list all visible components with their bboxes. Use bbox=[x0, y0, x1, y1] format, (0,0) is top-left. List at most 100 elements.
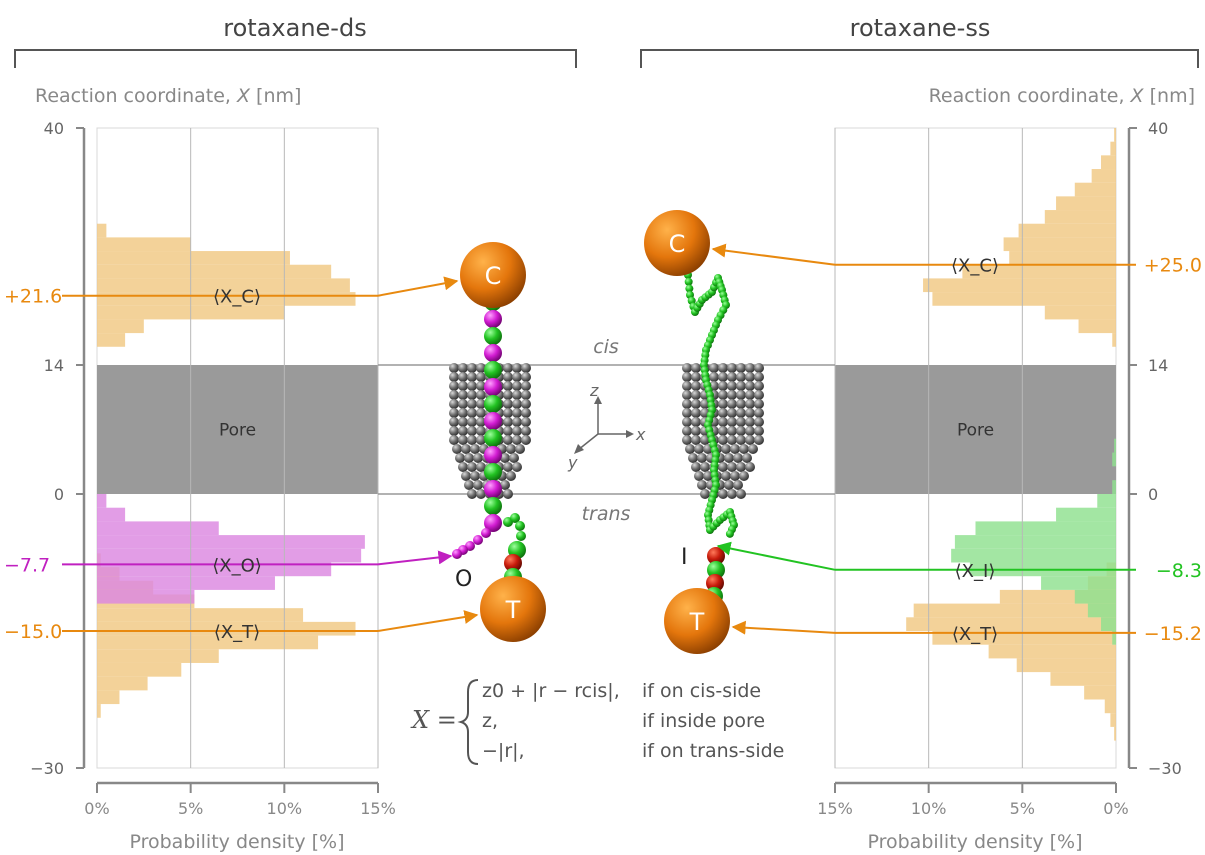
x-tick-label: 10% bbox=[911, 799, 947, 818]
x-tick-label: 15% bbox=[817, 799, 853, 818]
molecule-rotaxane-ss: CT bbox=[644, 210, 764, 654]
equation-brace bbox=[457, 679, 479, 765]
pore-atom bbox=[682, 399, 692, 409]
pore-band bbox=[835, 365, 1116, 494]
pore-atom bbox=[476, 435, 486, 445]
chain-bead-green bbox=[484, 395, 502, 413]
annotation-mean-label: ⟨X_T⟩ bbox=[214, 622, 260, 643]
pore-atom bbox=[718, 363, 728, 373]
chain-bead-green bbox=[684, 277, 693, 286]
y-axis-label-right: Reaction coordinate, X [nm] bbox=[929, 85, 1195, 107]
pore-atom bbox=[476, 426, 486, 436]
pore-atom bbox=[506, 471, 516, 481]
pore-atom bbox=[754, 417, 764, 427]
pore-atom bbox=[473, 453, 483, 463]
pore-atom bbox=[742, 453, 752, 463]
histogram-bar-s1-b0 bbox=[1114, 438, 1116, 453]
y-axis-label-left: Reaction coordinate, X [nm] bbox=[35, 85, 301, 107]
tail-bead-green bbox=[515, 521, 525, 531]
pore-atom bbox=[512, 372, 522, 382]
pore-atom bbox=[736, 462, 746, 472]
bead-label-i: I bbox=[681, 545, 688, 570]
pore-atom bbox=[745, 399, 755, 409]
pore-atom bbox=[745, 462, 755, 472]
pore-atom bbox=[458, 399, 468, 409]
equation-row-3-cond: if on trans-side bbox=[642, 740, 784, 762]
pore-atom bbox=[736, 363, 746, 373]
histogram-bar-s0-b7 bbox=[1018, 223, 1116, 238]
histogram-bar-s0-b11 bbox=[923, 278, 1116, 293]
tail-bead-magenta bbox=[452, 549, 462, 559]
chain-bead-magenta bbox=[484, 344, 502, 362]
pore-atom bbox=[691, 381, 701, 391]
y-tick-label: 40 bbox=[1148, 119, 1168, 138]
pore-atom bbox=[718, 462, 728, 472]
nanopore-structure bbox=[682, 363, 764, 499]
pore-atom bbox=[512, 390, 522, 400]
pore-atom bbox=[512, 462, 522, 472]
histogram-bar-s1-b0 bbox=[97, 494, 107, 508]
pore-atom bbox=[736, 399, 746, 409]
pore-atom bbox=[691, 417, 701, 427]
pore-atom bbox=[754, 399, 764, 409]
histogram-bar-s0-b6 bbox=[97, 223, 107, 238]
histogram-bar-s1-b7 bbox=[951, 548, 1116, 563]
pore-atom bbox=[682, 417, 692, 427]
pore-atom bbox=[688, 453, 698, 463]
pore-atom bbox=[449, 435, 459, 445]
pore-atom bbox=[512, 435, 522, 445]
annotation-t: ⟨X_T⟩ −15.0 bbox=[4, 610, 479, 643]
pore-atom bbox=[503, 417, 513, 427]
pore-atom bbox=[691, 408, 701, 418]
histogram-bar-s0-b26 bbox=[1104, 699, 1116, 714]
pore-atom bbox=[458, 417, 468, 427]
pore-atom bbox=[476, 381, 486, 391]
pore-atom bbox=[476, 408, 486, 418]
pore-atom bbox=[503, 363, 513, 373]
pore-atom bbox=[521, 399, 531, 409]
pore-atom bbox=[739, 471, 749, 481]
x-axis-label-left: Probability density [%] bbox=[129, 831, 344, 853]
pore-atom bbox=[512, 417, 522, 427]
pore-atom bbox=[697, 480, 707, 490]
pore-atom bbox=[521, 408, 531, 418]
pore-atom bbox=[682, 390, 692, 400]
histogram-bar-s1-b3 bbox=[1097, 494, 1116, 508]
chain-bead-green bbox=[484, 327, 502, 345]
chain-bead-magenta bbox=[484, 378, 502, 396]
pore-atom bbox=[521, 417, 531, 427]
chain-bead-green bbox=[484, 429, 502, 447]
histogram-bar-s0-b14 bbox=[1078, 319, 1116, 334]
pore-atom bbox=[727, 381, 737, 391]
pore-atom bbox=[503, 489, 513, 499]
pore-atom bbox=[724, 453, 734, 463]
histogram-bar-s1-b11 bbox=[1087, 603, 1116, 618]
histogram-bar-s0-b25 bbox=[97, 676, 148, 691]
pore-atom bbox=[467, 408, 477, 418]
pore-atom bbox=[727, 390, 737, 400]
histogram-bar-s0-b7 bbox=[97, 237, 191, 252]
annotation-o: ⟨X_O⟩ −7.7 bbox=[4, 550, 453, 576]
histogram-bar-s0-b2 bbox=[1101, 155, 1116, 170]
pore-atom bbox=[727, 435, 737, 445]
pore-atom bbox=[745, 372, 755, 382]
pore-atom bbox=[521, 390, 531, 400]
pore-atom bbox=[682, 381, 692, 391]
pore-atom bbox=[691, 435, 701, 445]
equation-row-1-cond: if on cis-side bbox=[642, 680, 761, 702]
annotation-value: −15.0 bbox=[4, 621, 62, 643]
pore-atom bbox=[730, 471, 740, 481]
histogram-bar-s0-b26 bbox=[97, 690, 120, 705]
pore-atom bbox=[470, 444, 480, 454]
annotation-value: +25.0 bbox=[1144, 255, 1202, 277]
pore-band bbox=[97, 365, 378, 494]
histogram-bar-s0-b24 bbox=[97, 662, 182, 677]
pore-atom bbox=[745, 426, 755, 436]
pore-atom bbox=[682, 363, 692, 373]
annotation-mean-label: ⟨X_T⟩ bbox=[952, 624, 998, 645]
pore-atom bbox=[476, 372, 486, 382]
pore-atom bbox=[754, 390, 764, 400]
histogram-bar-s0-b14 bbox=[97, 333, 126, 347]
pore-atom bbox=[521, 435, 531, 445]
